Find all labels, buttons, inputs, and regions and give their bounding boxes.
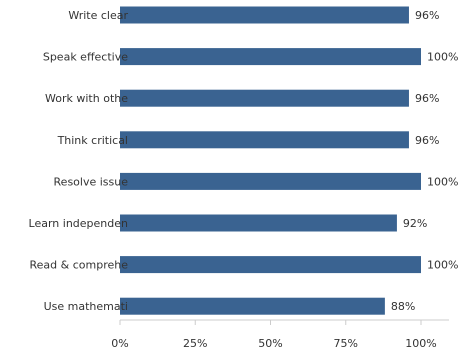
category-label: Work with othe (45, 92, 128, 105)
bar (120, 172, 421, 190)
x-tick-label: 100% (405, 337, 436, 350)
x-tick-label: 50% (258, 337, 282, 350)
category-label: Resolve issue (54, 175, 129, 188)
value-label: 96% (415, 9, 439, 22)
bar (120, 256, 421, 274)
labels-layer: Write clear 96% Speak effective 100% Work wi… (29, 9, 459, 313)
bars-layer (120, 6, 421, 315)
value-label: 96% (415, 92, 439, 105)
bar (120, 89, 409, 107)
category-label: Read & comprehe (30, 259, 129, 272)
category-label: Think critical (57, 134, 128, 147)
category-label: Write clear (68, 9, 128, 22)
x-tick-label: 25% (183, 337, 207, 350)
category-label: Use mathemati (44, 300, 128, 313)
value-label: 100% (427, 259, 458, 272)
category-label: Speak effective (43, 51, 128, 64)
x-tick-label: 75% (334, 337, 358, 350)
value-label: 88% (391, 300, 415, 313)
bar (120, 6, 409, 24)
x-tick-label: 0% (111, 337, 128, 350)
value-label: 96% (415, 134, 439, 147)
bar (120, 214, 397, 232)
bar (120, 297, 385, 315)
bar (120, 48, 421, 66)
value-label: 100% (427, 51, 458, 64)
category-label: Learn independen (29, 217, 128, 230)
value-label: 92% (403, 217, 427, 230)
bar (120, 131, 409, 149)
ticks-layer: 0% 25% 50% 75% 100% (111, 320, 437, 350)
value-label: 100% (427, 175, 458, 188)
